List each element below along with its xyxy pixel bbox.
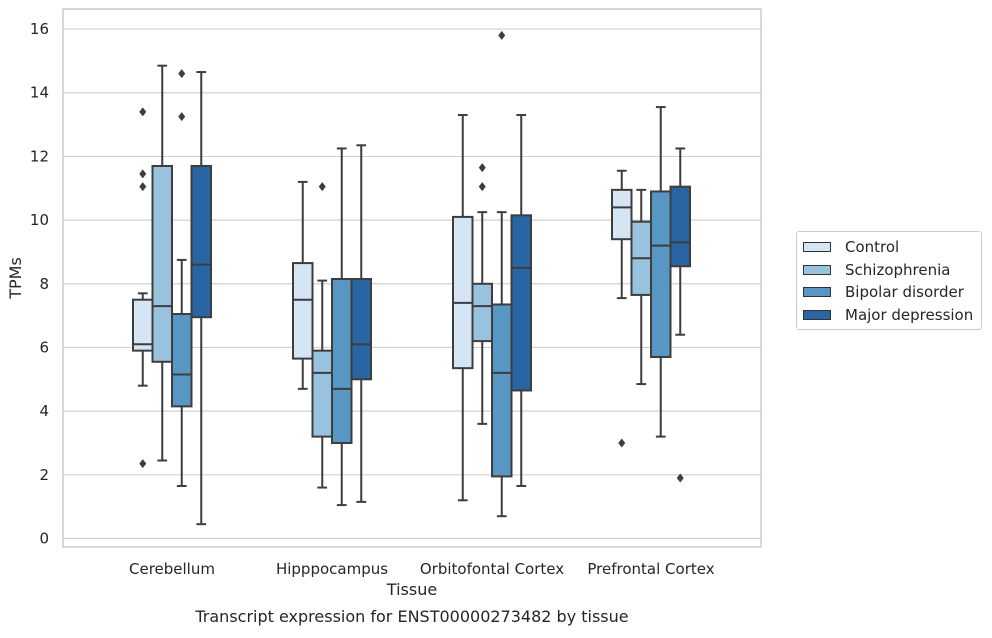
chart-caption: Transcript expression for ENST0000027348… (194, 607, 628, 626)
legend-swatch (803, 309, 831, 320)
series-control (132, 107, 633, 502)
outlier-point (139, 459, 147, 469)
legend-item: Control (797, 236, 981, 259)
legend-label: Bipolar disorder (845, 283, 964, 302)
box (171, 313, 193, 408)
y-tick-label: 6 (39, 338, 49, 356)
outlier-point (139, 107, 147, 117)
x-tick-label: Hipppocampus (276, 560, 388, 578)
box (292, 262, 314, 360)
outlier-point (139, 182, 147, 192)
y-tick-label: 2 (39, 466, 49, 484)
box (471, 282, 493, 343)
y-tick-label: 4 (39, 402, 49, 420)
legend-swatch (803, 264, 831, 275)
outlier-point (676, 473, 684, 483)
legend: Control Schizophrenia Bipolar disorder Majo… (796, 231, 982, 330)
outlier-point (318, 182, 326, 192)
box (650, 190, 672, 359)
y-axis-label: TPMs (6, 257, 25, 300)
outlier-point (478, 182, 486, 192)
y-gridlines: 0 2 4 6 8 10 12 14 16 (30, 20, 761, 548)
x-tick-label: Orbitofontal Cortex (420, 560, 564, 578)
box (190, 164, 212, 319)
outlier-point (498, 30, 506, 40)
outlier-point (178, 69, 186, 79)
legend-label: Control (845, 238, 900, 257)
outlier-point (618, 438, 626, 448)
x-tick-label: Cerebellum (129, 560, 215, 578)
x-tick-label: Prefrontal Cortex (587, 560, 714, 578)
box (350, 278, 372, 381)
box (611, 188, 633, 241)
legend-label: Schizophrenia (845, 260, 951, 279)
legend-swatch (803, 287, 831, 298)
box (452, 215, 474, 370)
box (311, 349, 333, 438)
series-major-depression (190, 71, 691, 526)
y-tick-label: 0 (39, 530, 49, 548)
outlier-point (478, 163, 486, 173)
plot-frame (62, 8, 762, 548)
y-tick-label: 16 (30, 20, 49, 38)
outlier-point (178, 112, 186, 122)
x-axis-label: Tissue (386, 580, 437, 599)
series-schizophrenia (151, 64, 652, 489)
box (491, 303, 513, 478)
box (669, 185, 691, 268)
box (132, 298, 154, 352)
x-tick-labels: Cerebellum Hipppocampus Orbitofontal Corte… (129, 560, 715, 578)
legend-swatch (803, 242, 831, 253)
legend-item: Schizophrenia (797, 259, 981, 282)
box (151, 164, 173, 363)
legend-item: Major depression (797, 304, 981, 327)
box (331, 278, 353, 444)
legend-item: Bipolar disorder (797, 281, 981, 304)
y-tick-label: 8 (39, 275, 49, 293)
y-tick-label: 12 (30, 147, 49, 165)
outlier-point (139, 169, 147, 179)
legend-label: Major depression (845, 305, 974, 324)
box (510, 214, 532, 392)
y-tick-label: 10 (30, 211, 49, 229)
y-tick-label: 14 (30, 84, 49, 102)
